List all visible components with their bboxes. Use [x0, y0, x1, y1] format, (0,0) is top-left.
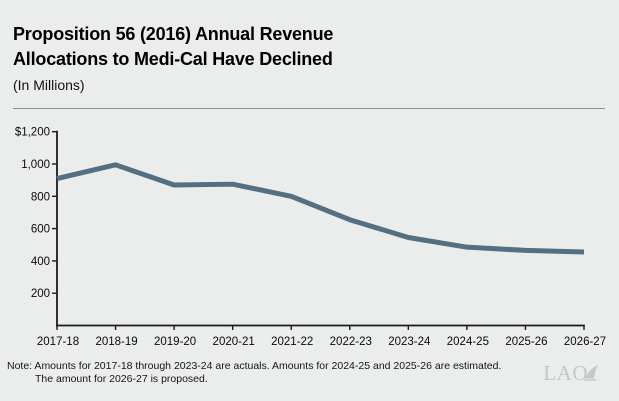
chart-title-line1: Proposition 56 (2016) Annual Revenue — [13, 24, 334, 44]
x-axis-label: 2026-27 — [564, 336, 606, 348]
quill-icon — [584, 364, 598, 381]
x-axis-label: 2020-21 — [213, 336, 255, 348]
chart-title: Proposition 56 (2016) Annual Revenue All… — [13, 22, 333, 72]
x-axis-label: 2024-25 — [447, 336, 489, 348]
revenue-line — [56, 162, 585, 255]
footnote: Note: Amounts for 2017-18 through 2023-2… — [7, 360, 547, 385]
separator-line — [13, 108, 605, 109]
x-axis-label: 2021-22 — [271, 336, 313, 348]
chart-title-line2: Allocations to Medi-Cal Have Declined — [13, 49, 333, 69]
x-axis-label: 2019-20 — [154, 336, 196, 348]
footnote-line2: The amount for 2026-27 is proposed. — [35, 372, 208, 385]
lao-logo: LAO — [543, 361, 601, 386]
x-axis-label: 2025-26 — [505, 336, 547, 348]
y-axis-label: 600 — [31, 224, 50, 236]
x-axis-label: 2018-19 — [95, 336, 137, 348]
x-axis-label: 2022-23 — [330, 336, 372, 348]
lao-logo-text: LAO — [543, 361, 588, 385]
y-axis-label: $1,200 — [15, 127, 50, 139]
x-axis-label: 2017-18 — [37, 336, 79, 348]
x-axis-label: 2023-24 — [388, 336, 431, 348]
y-axis-label: 1,000 — [21, 159, 50, 171]
y-axis-label: 400 — [31, 256, 50, 268]
y-axis-label: 800 — [31, 191, 50, 203]
footnote-line1: Note: Amounts for 2017-18 through 2023-2… — [7, 360, 502, 372]
chart-subtitle: (In Millions) — [13, 77, 85, 93]
y-axis-label: 200 — [31, 288, 50, 300]
